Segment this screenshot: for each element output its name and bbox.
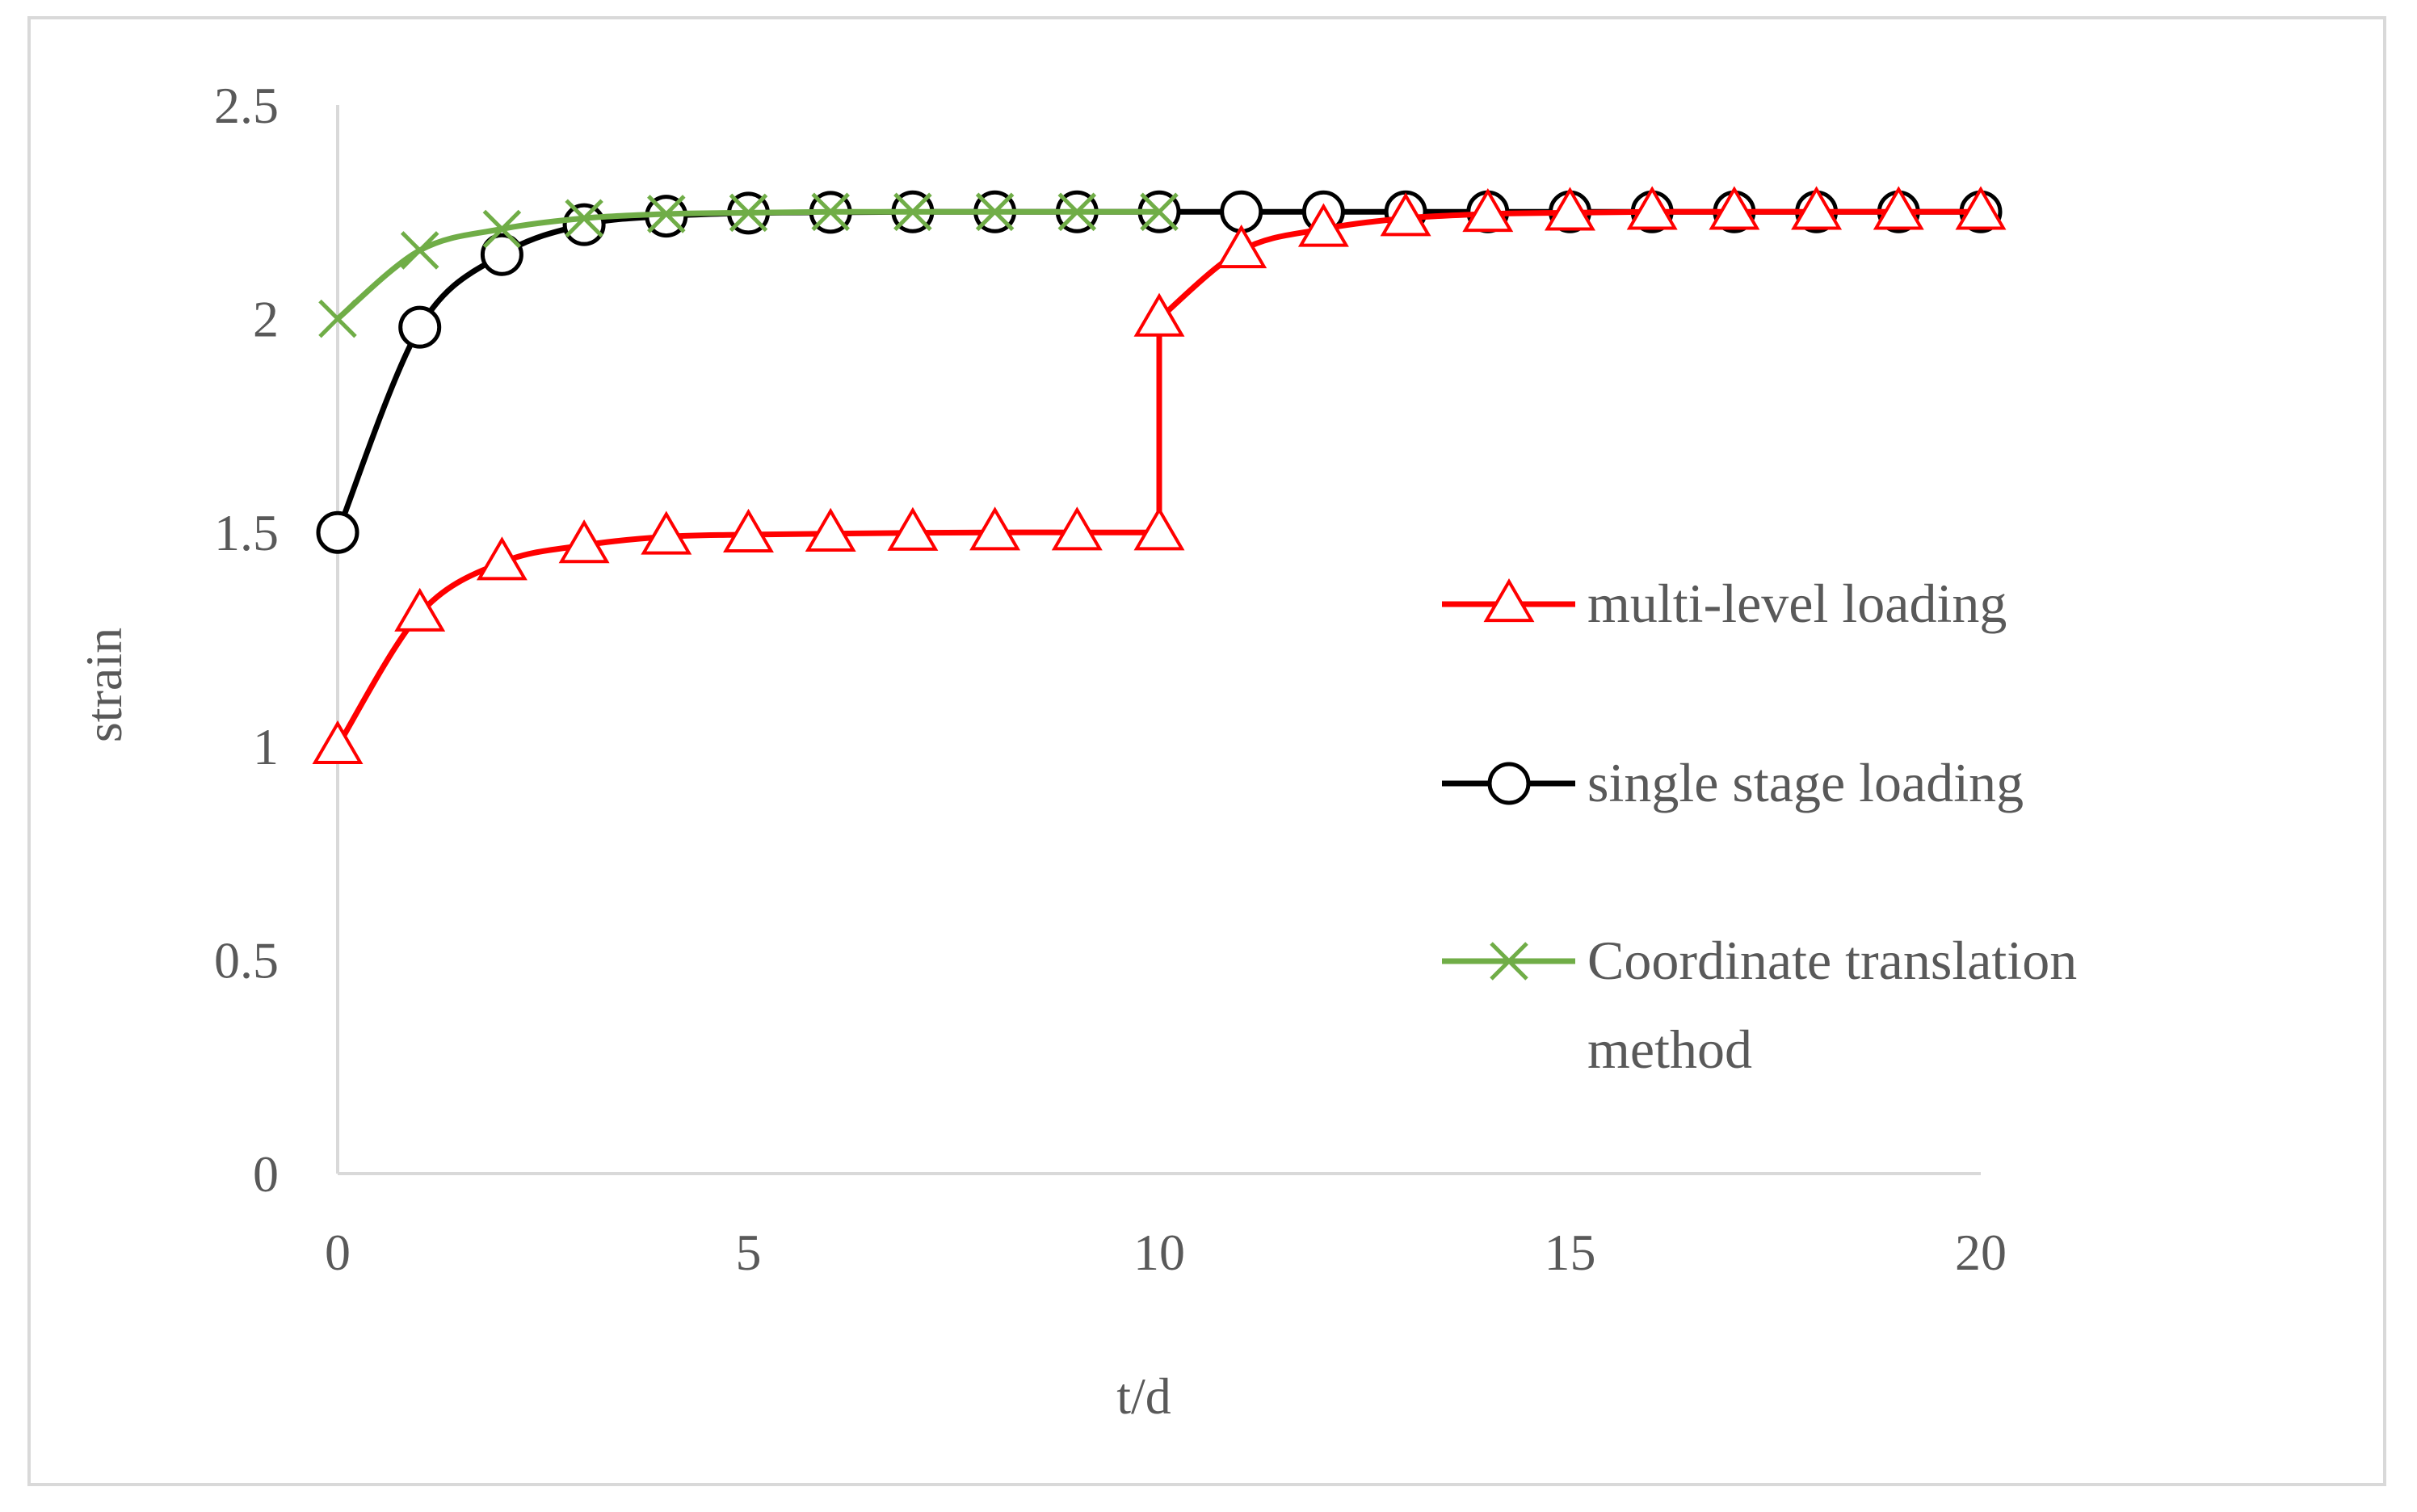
data-point <box>1490 942 1528 981</box>
legend-label: method <box>1587 1018 1752 1080</box>
data-point <box>316 510 359 554</box>
data-point <box>1051 506 1103 551</box>
plot-series <box>312 186 2007 764</box>
y-tick-label: 1 <box>253 718 279 775</box>
data-point <box>1626 186 1678 230</box>
x-axis-label: t/d <box>1116 1367 1171 1425</box>
data-point <box>398 305 442 349</box>
data-point <box>400 231 439 270</box>
y-tick-label: 0 <box>253 1145 279 1203</box>
legend-label: Coordinate translation <box>1587 930 2077 991</box>
chart-frame <box>27 16 2386 1486</box>
x-tick-labels: 0 5 10 15 20 <box>325 1224 2007 1281</box>
y-tick-label: 2 <box>253 291 279 348</box>
axes <box>336 105 1981 1175</box>
data-point <box>1483 578 1535 623</box>
data-point <box>1133 292 1185 337</box>
data-point <box>647 195 686 233</box>
x-tick-label: 10 <box>1133 1224 1185 1281</box>
data-point <box>811 192 850 232</box>
data-point <box>565 199 603 238</box>
legend: multi-level loading single stage loading C… <box>1442 573 2077 1080</box>
data-point <box>893 192 932 232</box>
x-tick-label: 15 <box>1545 1224 1596 1281</box>
data-point <box>1545 187 1595 231</box>
legend-label: multi-level loading <box>1587 573 2007 634</box>
data-point <box>1462 187 1514 233</box>
data-point <box>562 203 606 246</box>
data-point <box>1380 192 1431 237</box>
data-point <box>1873 186 1924 230</box>
series-x <box>318 192 1179 338</box>
data-point <box>975 192 1015 232</box>
data-point <box>805 507 856 552</box>
y-tick-labels: 0 0.5 1 1.5 2 2.5 <box>214 77 279 1203</box>
data-point <box>887 506 939 551</box>
data-point <box>1709 186 1760 230</box>
data-point <box>482 209 522 249</box>
data-point <box>1140 192 1179 232</box>
data-point <box>723 508 774 553</box>
data-point <box>1057 192 1097 232</box>
data-point <box>1133 506 1185 551</box>
legend-item: multi-level loading <box>1442 573 2007 634</box>
x-tick-label: 5 <box>736 1224 762 1281</box>
legend-item: Coordinate translation method <box>1442 930 2077 1080</box>
data-point <box>476 536 528 581</box>
data-point <box>394 587 446 632</box>
data-point <box>1487 762 1531 805</box>
data-point <box>641 510 692 555</box>
data-point <box>969 506 1021 551</box>
data-point <box>1955 186 2007 230</box>
y-tick-label: 1.5 <box>214 504 279 561</box>
y-axis-label: strain <box>75 628 132 742</box>
series-line <box>335 208 1981 748</box>
legend-item: single stage loading <box>1442 752 2024 813</box>
y-tick-label: 0.5 <box>214 931 279 989</box>
data-point <box>729 193 768 233</box>
y-tick-label: 2.5 <box>214 77 279 134</box>
data-point <box>1791 186 1843 230</box>
data-point <box>558 519 610 564</box>
data-point <box>1216 224 1267 269</box>
data-point <box>480 233 523 276</box>
series-triangle <box>312 186 2007 764</box>
x-tick-label: 20 <box>1955 1224 2007 1281</box>
data-point <box>1297 203 1349 247</box>
data-point <box>318 299 357 338</box>
data-point <box>312 720 364 764</box>
legend-label: single stage loading <box>1587 752 2024 813</box>
x-tick-label: 0 <box>325 1224 351 1281</box>
